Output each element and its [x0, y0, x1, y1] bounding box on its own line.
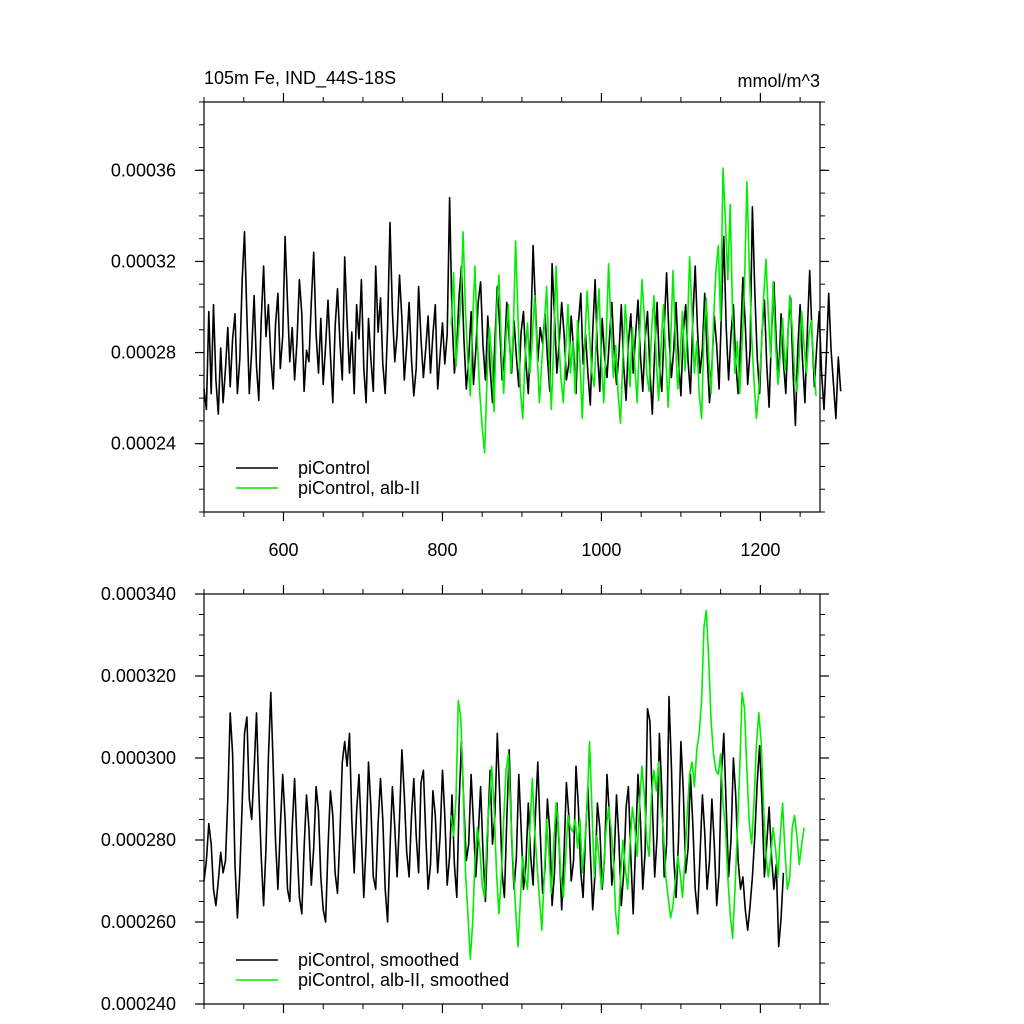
y-tick-label: 0.00028 [111, 343, 176, 363]
x-tick-label: 1000 [581, 540, 621, 560]
legend-label: piControl, alb-II, smoothed [298, 970, 509, 990]
x-tick-label: 800 [427, 540, 457, 560]
y-tick-label: 0.000320 [101, 666, 176, 686]
x-tick-label: 600 [268, 540, 298, 560]
legend-label: piControl [298, 458, 370, 478]
top-panel-units: mmol/m^3 [738, 71, 820, 91]
bottom-plot-frame [203, 593, 821, 1005]
y-tick-label: 0.000240 [101, 994, 176, 1014]
y-tick-label: 0.000260 [101, 912, 176, 932]
y-tick-label: 0.000300 [101, 748, 176, 768]
top-panel: 105m Fe, IND_44S-18S mmol/m^3 600 800 1000… [111, 68, 842, 560]
y-tick-label: 0.000340 [101, 584, 176, 604]
bottom-panel: 0.000240 0.000260 0.000280 0.000300 0.000320… [101, 584, 829, 1014]
x-tick-label: 1200 [740, 540, 780, 560]
y-tick-label: 0.00024 [111, 434, 176, 454]
series-line-picontrol-alb-ii [450, 167, 817, 454]
y-tick-label: 0.00032 [111, 251, 176, 271]
series-line-picontrol [203, 691, 785, 948]
y-tick-label: 0.00036 [111, 160, 176, 180]
top-plot-frame [203, 101, 821, 513]
legend-label: piControl, smoothed [298, 950, 459, 970]
legend-label: piControl, alb-II [298, 478, 420, 498]
y-tick-label: 0.000280 [101, 830, 176, 850]
series-line-picontrol [203, 196, 842, 427]
series-line-picontrol-alb-ii [450, 609, 805, 960]
top-panel-title: 105m Fe, IND_44S-18S [204, 68, 396, 89]
